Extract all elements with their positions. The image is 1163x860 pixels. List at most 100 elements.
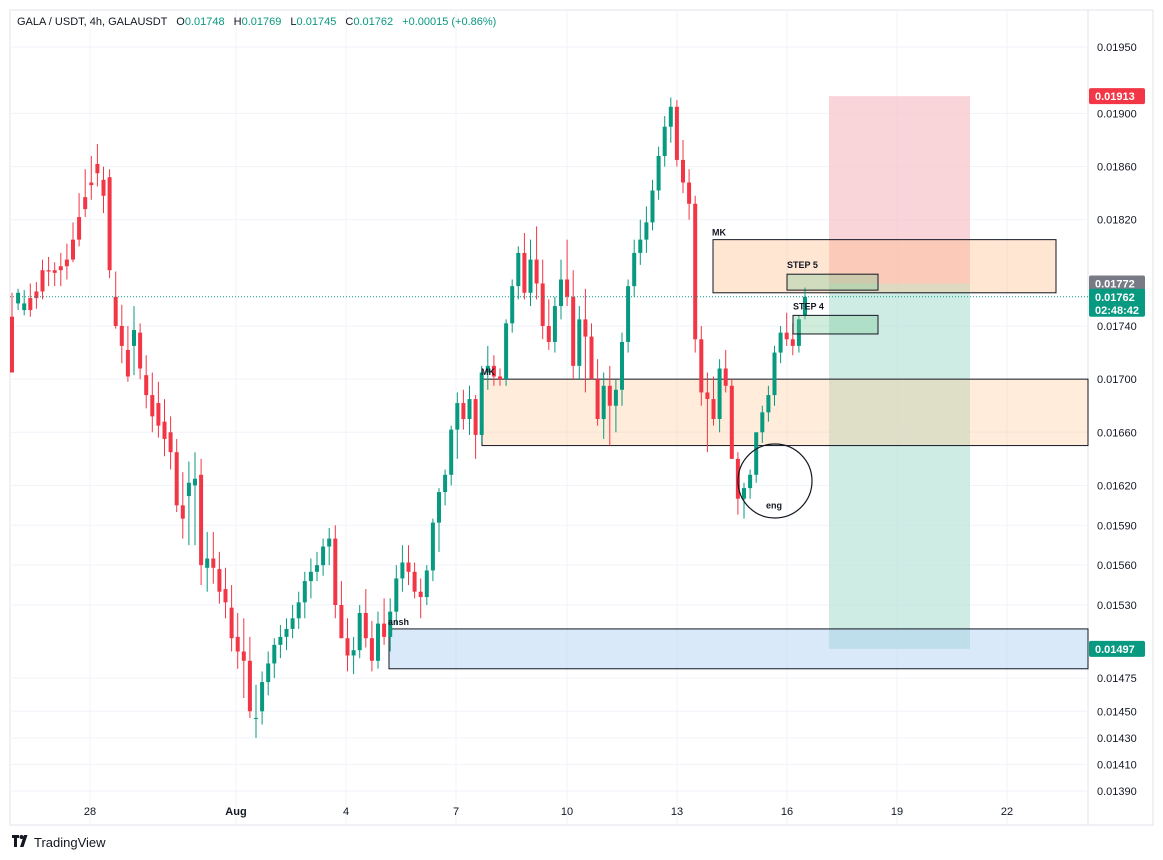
- candle-up: [430, 518, 435, 582]
- candle-body: [119, 326, 124, 346]
- zone-label: MK: [481, 367, 495, 377]
- candle-down: [363, 589, 368, 648]
- tradingview-logo[interactable]: TradingView: [12, 834, 106, 850]
- candle-body: [229, 607, 234, 639]
- candle-down: [77, 193, 82, 247]
- candle-body: [333, 538, 338, 605]
- candle-body: [327, 538, 332, 547]
- candle-down: [491, 355, 496, 386]
- candle-body: [504, 323, 509, 380]
- candle-up: [650, 179, 655, 231]
- candle-down: [241, 618, 246, 698]
- candle-up: [748, 469, 753, 499]
- candle-up: [644, 206, 649, 253]
- candle-body: [528, 259, 533, 293]
- candle-up: [778, 326, 783, 364]
- candle-up: [278, 624, 283, 659]
- candle-body: [571, 296, 576, 366]
- candle-up: [437, 488, 441, 552]
- low-label: L: [290, 16, 297, 28]
- candle-body: [723, 368, 728, 386]
- candle-down: [784, 312, 789, 346]
- candle-body: [705, 392, 710, 400]
- candle-down: [156, 381, 161, 438]
- candle-down: [540, 259, 545, 340]
- y-tick-label: 0.01950: [1097, 42, 1137, 54]
- x-tick-label: 13: [671, 806, 683, 818]
- candle-down: [571, 270, 576, 380]
- candle-body: [662, 126, 667, 156]
- candle-body: [772, 352, 777, 396]
- candle-body: [40, 270, 45, 292]
- price-tag-target: [1089, 640, 1145, 657]
- candle-up: [626, 279, 631, 353]
- candle-body: [394, 578, 399, 612]
- candle-up: [424, 565, 429, 605]
- candle-up: [455, 392, 460, 459]
- x-tick-label: 19: [891, 806, 903, 818]
- candle-down: [565, 239, 570, 307]
- y-tick-label: 0.01530: [1097, 600, 1137, 612]
- x-tick-label: 16: [781, 806, 793, 818]
- candle-down: [58, 252, 63, 287]
- step-label: STEP 5: [787, 260, 818, 270]
- y-tick-label: 0.01475: [1097, 673, 1137, 685]
- zone-supply: [712, 239, 1057, 294]
- candle-down: [607, 365, 612, 446]
- candle-up: [766, 385, 771, 422]
- candle-up: [803, 287, 807, 320]
- candle-up: [186, 461, 191, 546]
- candle-down: [687, 169, 692, 220]
- y-tick-label: 0.01450: [1097, 706, 1137, 718]
- step-box: [786, 273, 879, 291]
- candle-down: [223, 567, 228, 619]
- candle-body: [296, 602, 301, 619]
- candle-up: [351, 636, 356, 675]
- candle-body: [211, 558, 216, 568]
- candle-body: [546, 326, 551, 342]
- candle-body: [803, 296, 807, 316]
- candle-body: [156, 403, 161, 426]
- stop-loss-zone: [829, 96, 970, 284]
- candle-up: [394, 565, 399, 625]
- price-tag-stop: [1089, 88, 1145, 105]
- candle-up: [449, 425, 454, 486]
- candle-up: [528, 239, 533, 307]
- candle-down: [546, 299, 551, 350]
- candle-body: [132, 329, 136, 346]
- candle-body: [418, 591, 423, 598]
- candle-body: [565, 279, 570, 297]
- engulfing-circle: [737, 443, 813, 519]
- candle-body: [193, 478, 197, 486]
- candle-up: [754, 432, 759, 483]
- candle-up: [510, 279, 515, 333]
- x-tick-label: 28: [84, 806, 96, 818]
- candle-body: [632, 252, 637, 287]
- candle-body: [583, 319, 588, 337]
- candle-body: [766, 395, 771, 413]
- candle-down: [247, 636, 252, 718]
- candle-body: [168, 432, 173, 453]
- candle-body: [510, 286, 515, 324]
- candle-down: [705, 372, 710, 453]
- candle-up: [772, 345, 777, 406]
- candle-body: [656, 155, 661, 191]
- candle-body: [491, 365, 496, 377]
- candle-down: [595, 359, 600, 426]
- candle-body: [498, 376, 502, 380]
- symbol-name: GALA / USDT, 4h, GALAUSDT: [17, 16, 168, 28]
- candle-body: [681, 159, 685, 183]
- open-label: O: [176, 16, 185, 28]
- candle-down: [52, 262, 57, 287]
- candle-up: [266, 651, 271, 696]
- candle-down: [95, 143, 100, 187]
- candle-up: [760, 405, 765, 443]
- candle-down: [674, 100, 679, 167]
- candle-down: [473, 395, 478, 459]
- candle-body: [485, 365, 490, 373]
- candle-body: [778, 332, 783, 353]
- candle-body: [64, 259, 69, 267]
